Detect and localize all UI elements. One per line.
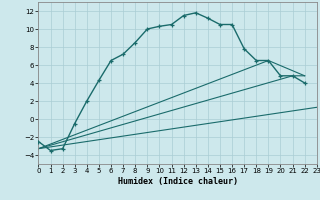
X-axis label: Humidex (Indice chaleur): Humidex (Indice chaleur): [118, 177, 238, 186]
